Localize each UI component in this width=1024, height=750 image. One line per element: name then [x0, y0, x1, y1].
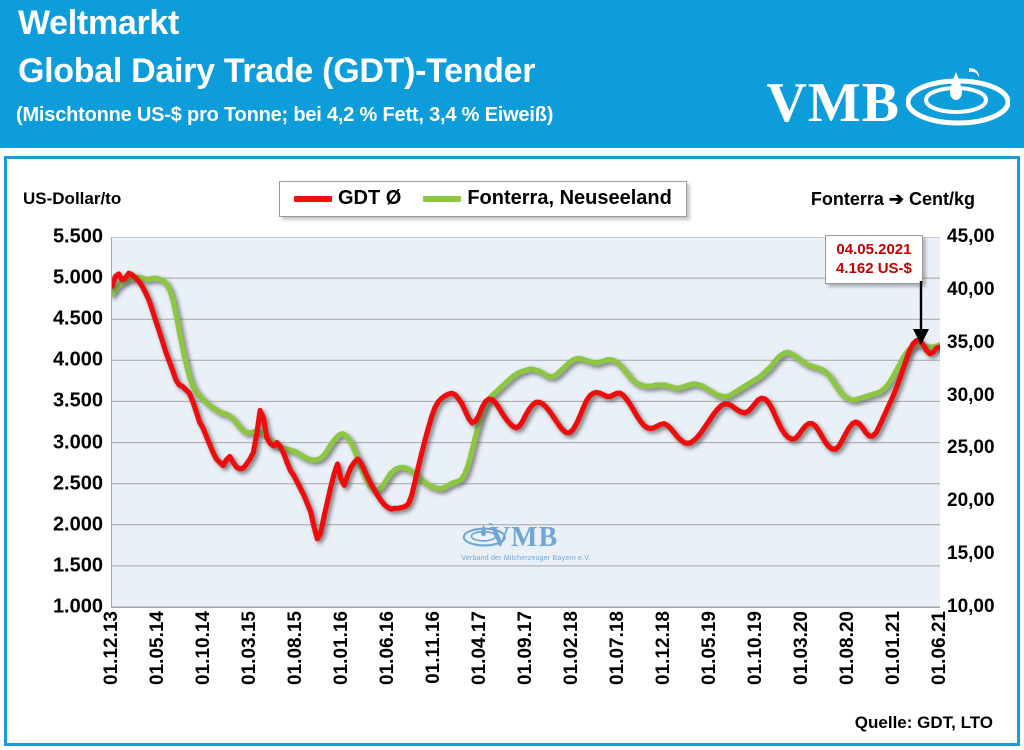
- x-axis-tick-label: 01.10.19: [745, 611, 766, 685]
- x-axis-tick-label: 01.10.14: [193, 611, 214, 685]
- left-axis-tick-label: 2.000: [52, 513, 103, 536]
- x-axis-tick-label: 01.08.20: [837, 611, 858, 685]
- header-title-line1: Weltmarkt: [18, 4, 180, 42]
- x-axis-tick-label: 01.05.19: [699, 611, 720, 685]
- plot-area: VMB Verband der Milcherzeuger Bayern e.V…: [111, 237, 940, 608]
- series-line-fonterra: [112, 274, 940, 494]
- right-axis-title: Fonterra ➔ Cent/kg: [811, 189, 975, 210]
- right-axis-title-series: Fonterra: [810, 189, 884, 209]
- right-axis-tick-label: 30,00: [947, 384, 995, 406]
- x-axis-tick-label: 01.09.17: [515, 611, 536, 685]
- x-axis-tick-label: 01.04.17: [469, 611, 490, 685]
- annotation-value: 4.162 US-$: [836, 260, 912, 277]
- left-axis-tick-label: 4.000: [52, 348, 103, 371]
- x-axis-tick-label: 01.12.13: [101, 611, 122, 685]
- right-axis-tick-label: 35,00: [947, 331, 995, 353]
- legend-swatch-fonterra: [423, 195, 462, 202]
- right-axis-title-unit: Cent/kg: [908, 189, 975, 209]
- left-axis-tick-label: 4.500: [52, 307, 103, 330]
- x-axis-tick-label: 01.11.16: [423, 611, 444, 684]
- header-subtitle: (Mischtonne US-$ pro Tonne; bei 4,2 % Fe…: [16, 104, 554, 126]
- legend-label-gdt: GDT Ø: [338, 187, 402, 209]
- left-axis-tick-label: 3.500: [52, 389, 103, 412]
- left-axis-tick-label: 5.500: [52, 225, 103, 248]
- right-axis-tick-label: 10,00: [947, 596, 995, 617]
- x-axis-tick-label: 01.12.18: [653, 611, 674, 685]
- x-axis-tick-label: 01.07.18: [607, 611, 628, 685]
- legend-swatch-gdt: [294, 195, 332, 202]
- water-droplet-ripple-icon: [905, 66, 1011, 133]
- left-axis-title: US-Dollar/to: [23, 189, 122, 208]
- right-arrow-icon: ➔: [888, 189, 904, 209]
- data-annotation-callout: 04.05.2021 4.162 US-$: [825, 235, 923, 284]
- x-axis-tick-label: 01.01.16: [331, 611, 352, 685]
- right-axis-tick-label: 25,00: [947, 437, 995, 459]
- x-axis-tick-label: 01.02.18: [561, 611, 582, 685]
- left-axis-tick-label: 1.500: [52, 554, 103, 577]
- right-axis-tick-label: 20,00: [947, 490, 995, 512]
- x-axis-tick-label: 01.06.16: [377, 611, 398, 685]
- x-axis-tick-label: 01.05.14: [147, 611, 168, 685]
- left-axis-tick-label: 3.000: [52, 431, 103, 454]
- legend-item-gdt[interactable]: GDT Ø: [294, 187, 401, 210]
- chart-panel: US-Dollar/to Fonterra ➔ Cent/kg GDT Ø Fo…: [4, 156, 1020, 746]
- right-axis-tick-label: 45,00: [947, 226, 995, 247]
- legend-item-fonterra[interactable]: Fonterra, Neuseeland: [423, 187, 672, 210]
- x-axis-tick-label: 01.08.15: [285, 611, 306, 685]
- right-axis-tick-label: 15,00: [947, 543, 995, 565]
- x-axis-tick-label: 01.03.20: [791, 611, 812, 685]
- annotation-date: 04.05.2021: [836, 241, 912, 258]
- left-axis-tick-label: 2.500: [52, 472, 103, 495]
- legend-label-fonterra: Fonterra, Neuseeland: [467, 187, 672, 209]
- vmb-logo: VMB: [766, 68, 1011, 134]
- page-header: Weltmarkt Global Dairy Trade (GDT)-Tende…: [0, 0, 1024, 148]
- series-line-gdt: [112, 270, 940, 542]
- left-axis-labels: 1.000 1.500 2.000 2.500 3.000 3.500 4.000 4.500…: [17, 226, 103, 618]
- annotation-down-arrow-icon: [910, 281, 932, 352]
- chart-legend: GDT Ø Fonterra, Neuseeland: [279, 181, 687, 217]
- data-series: [112, 270, 940, 542]
- header-title-line2: Global Dairy Trade (GDT)-Tender: [18, 52, 536, 90]
- source-note: Quelle: GDT, LTO: [854, 713, 993, 732]
- plot-svg: [112, 237, 940, 607]
- x-axis-tick-label: 01.01.21: [883, 611, 904, 685]
- x-axis-tick-label: 01.06.21: [929, 611, 950, 685]
- left-axis-tick-label: 1.000: [52, 595, 103, 618]
- right-axis-labels: 10,00 15,00 20,00 25,00 30,00 35,00 40,00 45,00: [947, 226, 1024, 617]
- x-axis-labels: 01.12.13 01.05.14 01.10.14 01.03.15 01.08.15…: [101, 611, 950, 721]
- x-axis-tick-label: 01.03.15: [239, 611, 260, 685]
- vmb-logo-text: VMB: [766, 71, 900, 134]
- right-axis-tick-label: 40,00: [947, 278, 995, 300]
- left-axis-tick-label: 5.000: [52, 266, 103, 289]
